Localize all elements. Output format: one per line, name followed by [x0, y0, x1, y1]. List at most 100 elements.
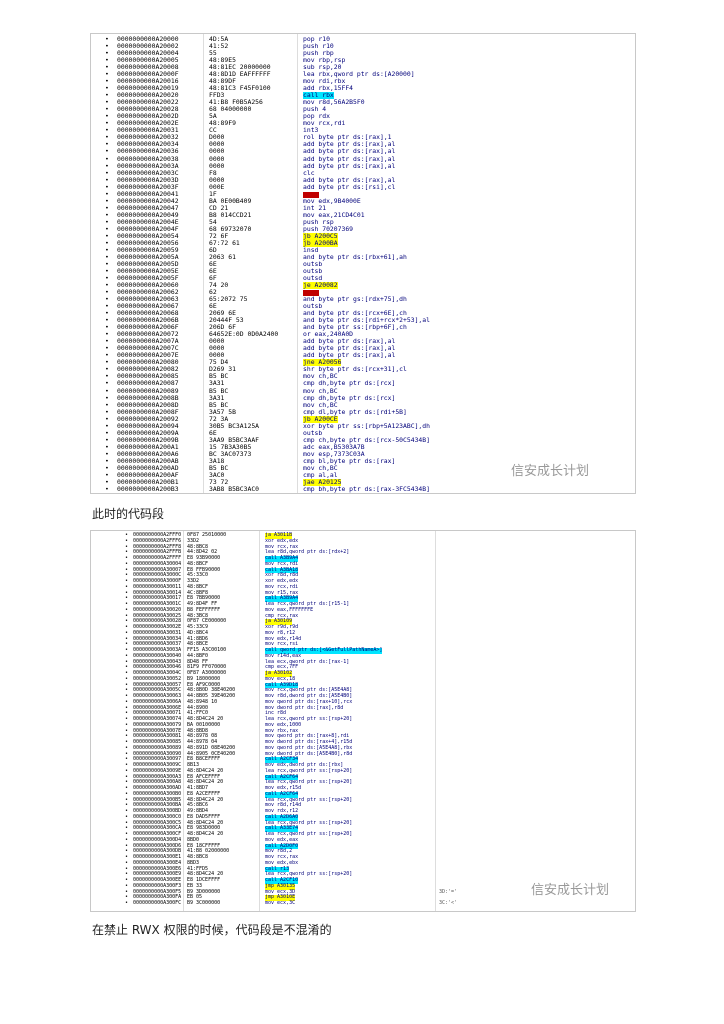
- bytes: 3AB8 B5BC3AC0: [209, 484, 260, 493]
- code-row: • 0000000000A20089 B5 BC mov ch,BC: [91, 386, 635, 395]
- bytes: E8 18CFFFFF: [187, 842, 221, 849]
- breakpoint-dot: •: [125, 549, 129, 556]
- breakpoint-dot: •: [125, 882, 129, 889]
- breakpoint-dot: •: [105, 147, 109, 156]
- breakpoint-dot: •: [125, 583, 129, 590]
- breakpoint-dot: •: [125, 652, 129, 659]
- address: 0000000000A2FFF0: [133, 532, 182, 538]
- address: 0000000000A300C0: [133, 813, 182, 820]
- address: 0000000000A30034: [133, 635, 182, 642]
- address: 0000000000A20089: [117, 386, 179, 395]
- address: 0000000000A20072: [117, 330, 179, 339]
- address: 0000000000A20085: [117, 372, 179, 381]
- column-separator: [203, 34, 204, 493]
- instruction: mov dword ptr ds:[A5E4B0],r8d: [265, 750, 353, 757]
- code-row: • 0000000000A2003D 0000 add byte ptr ds:[ra…: [91, 175, 635, 184]
- breakpoint-dot: •: [105, 393, 109, 402]
- breakpoint-dot: •: [125, 658, 129, 665]
- bytes: 67:72 61: [209, 238, 240, 247]
- instruction: add byte ptr ds:[rax],al: [303, 175, 396, 184]
- address: 0000000000A20008: [117, 63, 179, 72]
- instruction: mov edx,1000: [265, 721, 302, 728]
- breakpoint-dot: •: [125, 698, 129, 705]
- bytes: 8D48 FF: [187, 658, 209, 665]
- breakpoint-dot: •: [125, 710, 129, 717]
- address: 0000000000A20047: [117, 203, 179, 212]
- breakpoint-dot: •: [105, 84, 109, 93]
- address: 0000000000A300BA: [133, 802, 182, 809]
- breakpoint-dot: •: [105, 372, 109, 381]
- caption: 在禁止 RWX 权限的时候，代码段是不混淆的: [92, 923, 332, 937]
- address: 0000000000A20002: [117, 42, 179, 51]
- bytes: 41:52: [209, 42, 229, 51]
- code-row: • 0000000000A2007A 0000 add byte ptr ds:[ra…: [91, 338, 635, 345]
- address: 0000000000A20038: [117, 154, 179, 163]
- watermark: 信安成长计划: [531, 883, 610, 898]
- code-row: • 0000000000A20054 72 6F jb A200C5: [91, 232, 635, 240]
- address: 0000000000A20005: [117, 56, 179, 65]
- code-row: • 0000000000A2005A 2063 61 and byte ptr ds:…: [91, 253, 635, 261]
- code-row: • 0000000000A20034 0000 add byte ptr ds:[ra…: [91, 141, 635, 148]
- address: 0000000000A2008F: [117, 407, 179, 416]
- bytes: E8 DAD5FFFF: [187, 813, 221, 820]
- address: 0000000000A3003A: [133, 647, 182, 653]
- instruction: add byte ptr ds:[rsi],cl: [303, 182, 396, 191]
- instruction: mov r8d,56A2B5F0: [303, 98, 365, 107]
- address: 0000000000A20082: [117, 365, 179, 374]
- breakpoint-dot: •: [125, 687, 129, 694]
- instruction: add byte ptr ds:[rax],al: [303, 140, 396, 149]
- breakpoint-dot: •: [105, 344, 109, 353]
- bytes: 0F87 A3000000: [187, 670, 227, 676]
- breakpoint-dot: •: [105, 91, 109, 100]
- comment: 3C:'<': [439, 900, 458, 906]
- breakpoint-dot: •: [105, 456, 109, 465]
- instruction: inc r8d: [265, 710, 287, 717]
- instruction: mov dword ptr ds:[rax+4],r15d: [265, 739, 353, 745]
- address: 0000000000A20034: [117, 140, 179, 149]
- address: 0000000000A3006A: [133, 698, 182, 705]
- address: 0000000000A3009C: [133, 762, 182, 768]
- instruction: mov rcx,rdi: [265, 583, 299, 590]
- breakpoint-dot: •: [105, 189, 109, 198]
- code-row: • 0000000000A20016 48:89DF mov rdi,rbx: [91, 78, 635, 85]
- bytes: 48:8D1D EAFFFFFF: [209, 70, 271, 79]
- address: 0000000000A30017: [133, 595, 182, 602]
- address: 0000000000A2004E: [117, 217, 179, 226]
- instruction: mov rcx,rax: [265, 854, 299, 860]
- instruction: int 21: [303, 203, 327, 212]
- breakpoint-dot: •: [125, 560, 129, 567]
- bytes: 3A31: [209, 379, 225, 388]
- address: 0000000000A2006F: [117, 323, 179, 332]
- bytes: E8 AFCEFFFF: [187, 773, 221, 780]
- breakpoint-dot: •: [125, 819, 129, 826]
- address: 0000000000A200B3: [117, 484, 179, 493]
- address: 0000000000A20068: [117, 309, 179, 318]
- bytes: 1F: [209, 189, 217, 198]
- code-row: • 0000000000A30007 E8 FFB90000 call A3BA18: [91, 566, 635, 574]
- breakpoint-dot: •: [105, 112, 109, 121]
- code-row: • 0000000000A2009B 3AA9 B5BC3AAF cmp ch,byt…: [91, 436, 635, 444]
- bytes: 44:8978 04: [187, 739, 218, 745]
- bytes: B8 FEFFFFFF: [187, 606, 221, 613]
- bytes: 81F9 FF070000: [187, 664, 227, 671]
- code-row: • 0000000000A2005D 6E outsb: [91, 260, 635, 268]
- highlight-box: [303, 290, 319, 297]
- bytes: 0000: [209, 175, 225, 184]
- code-row: • 0000000000A20047 CD 21 int 21: [91, 203, 635, 212]
- address: 0000000000A30007: [133, 566, 182, 573]
- bytes: 48:81EC 20000000: [209, 63, 271, 72]
- instruction: add byte ptr ds:[rax],al: [303, 337, 396, 346]
- instruction: jb A200BA: [303, 238, 338, 247]
- breakpoint-dot: •: [125, 813, 129, 820]
- address: 0000000000A200AF: [117, 470, 179, 479]
- screenshot: 信安成长计划 • 0000000000A20000 4D:5A pop r10 • 000…: [90, 33, 636, 494]
- breakpoint-dot: •: [105, 217, 109, 226]
- code-row: • 0000000000A20004 55 push rbp: [91, 50, 635, 57]
- address: 0000000000A30074: [133, 716, 182, 722]
- breakpoint-dot: •: [105, 442, 109, 451]
- bytes: EB 33: [187, 882, 203, 889]
- breakpoint-dot: •: [125, 779, 129, 786]
- address: 0000000000A3005C: [133, 687, 182, 694]
- instruction: lea r8d,qword ptr ds:[rdx+2]: [265, 549, 350, 556]
- address: 0000000000A300BD: [133, 808, 182, 814]
